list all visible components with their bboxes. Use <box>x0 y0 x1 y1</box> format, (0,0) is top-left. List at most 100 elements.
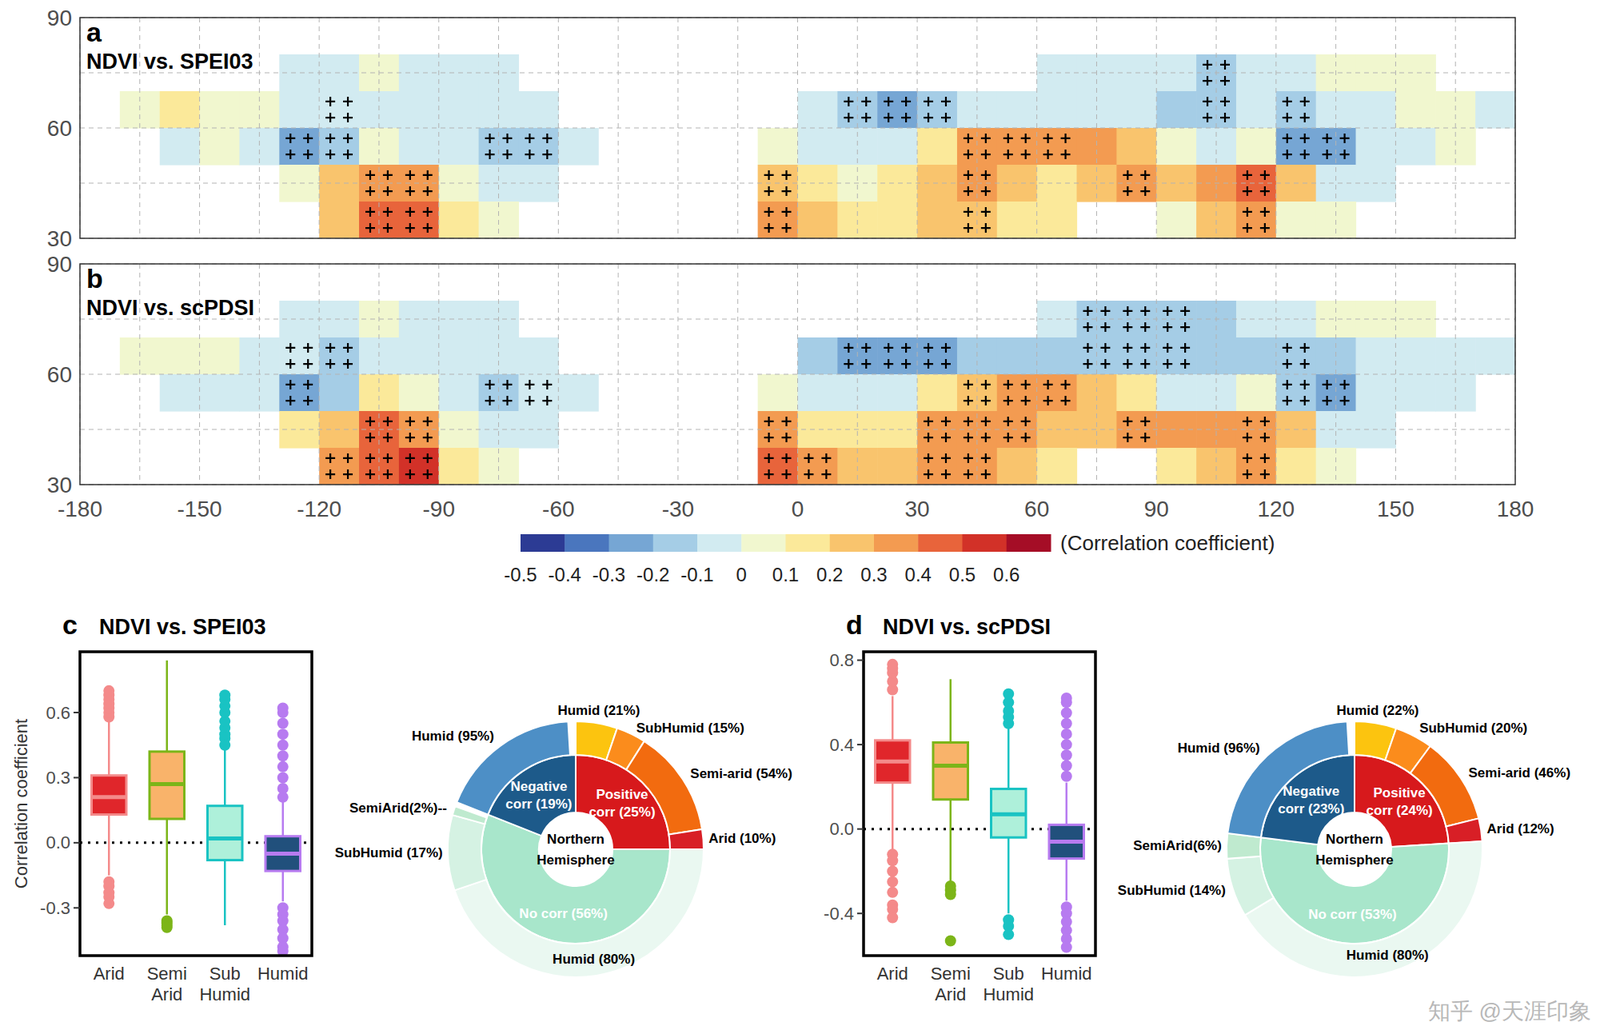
whisker-lower <box>166 818 169 914</box>
cross <box>963 133 974 144</box>
cross <box>861 112 871 123</box>
map-cell <box>399 337 439 376</box>
outer-label: Arid (12%) <box>1487 821 1555 837</box>
cross <box>1021 395 1031 406</box>
cross <box>1162 343 1173 353</box>
map-cell <box>319 91 360 129</box>
cross <box>923 112 934 123</box>
x-tick-label: SemiArid <box>147 963 188 1005</box>
watermark: 知乎 @天涯印象 <box>1428 998 1592 1024</box>
cross <box>1260 416 1270 427</box>
map-cell <box>1395 127 1436 166</box>
map-cell <box>798 447 838 485</box>
significance-cell <box>764 416 792 443</box>
whisker-upper <box>166 660 169 752</box>
colorbar-bin <box>697 534 743 552</box>
map-cell <box>1037 127 1078 166</box>
map-cell <box>1037 447 1078 485</box>
cross <box>1300 359 1310 369</box>
significance-cell <box>1082 343 1110 369</box>
cross <box>343 359 353 369</box>
map-cell <box>1276 337 1317 376</box>
outlier <box>886 886 898 898</box>
map-cell <box>279 127 320 166</box>
cross <box>941 469 951 479</box>
significance-cell <box>285 133 313 160</box>
cross <box>981 416 991 427</box>
cross <box>1242 207 1253 217</box>
map-cell <box>997 201 1038 239</box>
cross <box>1021 379 1031 390</box>
cross <box>1003 432 1014 443</box>
map-cell <box>1116 337 1157 376</box>
label-line: Negative <box>510 778 567 795</box>
map-cell <box>877 337 918 376</box>
significance-cell <box>325 453 353 479</box>
cross <box>883 359 894 369</box>
grid-line <box>1036 263 1038 485</box>
outlier <box>1061 692 1073 704</box>
map-cell <box>199 374 240 412</box>
outlier <box>103 685 115 697</box>
cross <box>485 133 495 144</box>
outer-labels: Humid (22%)SubHumid (20%)Semi-arid (46%)… <box>1117 702 1571 963</box>
outer-label: Humid (80%) <box>1346 947 1429 963</box>
map-cell <box>1236 447 1277 485</box>
box <box>1049 824 1085 858</box>
cross <box>502 149 513 160</box>
significance-cell <box>843 343 871 369</box>
outlier <box>1002 929 1014 941</box>
cross <box>1180 306 1190 316</box>
cross <box>285 149 296 160</box>
donut: Humid (22%)SubHumid (20%)Semi-arid (46%)… <box>1117 702 1571 978</box>
cross <box>422 186 433 196</box>
cross <box>1282 149 1293 160</box>
outlier <box>277 702 289 715</box>
cross <box>782 170 792 180</box>
y-tick <box>857 912 864 914</box>
label-line: Northern <box>546 831 605 847</box>
x-tick-label: -30 <box>662 496 695 522</box>
outer-label: Semi-arid (54%) <box>690 766 793 782</box>
cross <box>1061 133 1071 144</box>
cross <box>981 207 991 217</box>
x-tick-label: 90 <box>1144 496 1170 522</box>
cross <box>343 343 353 353</box>
significance-cell <box>285 379 313 406</box>
colorbar-tick-label: 0.3 <box>860 563 887 586</box>
significance-cell <box>1162 343 1190 369</box>
map-cell <box>159 374 200 412</box>
background <box>0 0 1600 1030</box>
cross <box>923 343 934 353</box>
cross <box>821 469 831 479</box>
cross <box>1122 432 1133 443</box>
map-cell <box>877 201 918 239</box>
label-line: Sub <box>993 963 1025 984</box>
map-cell <box>1236 374 1277 412</box>
colorbar-bin <box>829 534 875 552</box>
y-tick <box>73 776 80 779</box>
map-cell <box>758 447 799 485</box>
cross <box>782 186 792 196</box>
cross <box>764 186 775 196</box>
significance-cell <box>923 343 951 369</box>
cross <box>923 359 934 369</box>
cross <box>1220 96 1230 107</box>
cross <box>1220 75 1230 86</box>
cross <box>1202 75 1213 86</box>
outlier <box>945 935 957 947</box>
grid-line-minor <box>1096 263 1098 485</box>
cross <box>422 207 433 217</box>
x-tick-label: 150 <box>1376 496 1415 522</box>
cross <box>343 112 353 123</box>
cross <box>1322 395 1333 406</box>
cross <box>1260 432 1270 443</box>
map-cell <box>917 91 958 129</box>
colorbar: -0.5-0.4-0.3-0.2-0.100.10.20.30.40.50.6(… <box>503 530 1275 586</box>
center-label: NorthernHemisphere <box>1315 831 1393 868</box>
significance-cell <box>923 453 951 479</box>
cross <box>365 453 376 463</box>
map-cell <box>558 374 599 412</box>
frame <box>863 651 1096 956</box>
map-cell <box>1276 201 1317 239</box>
